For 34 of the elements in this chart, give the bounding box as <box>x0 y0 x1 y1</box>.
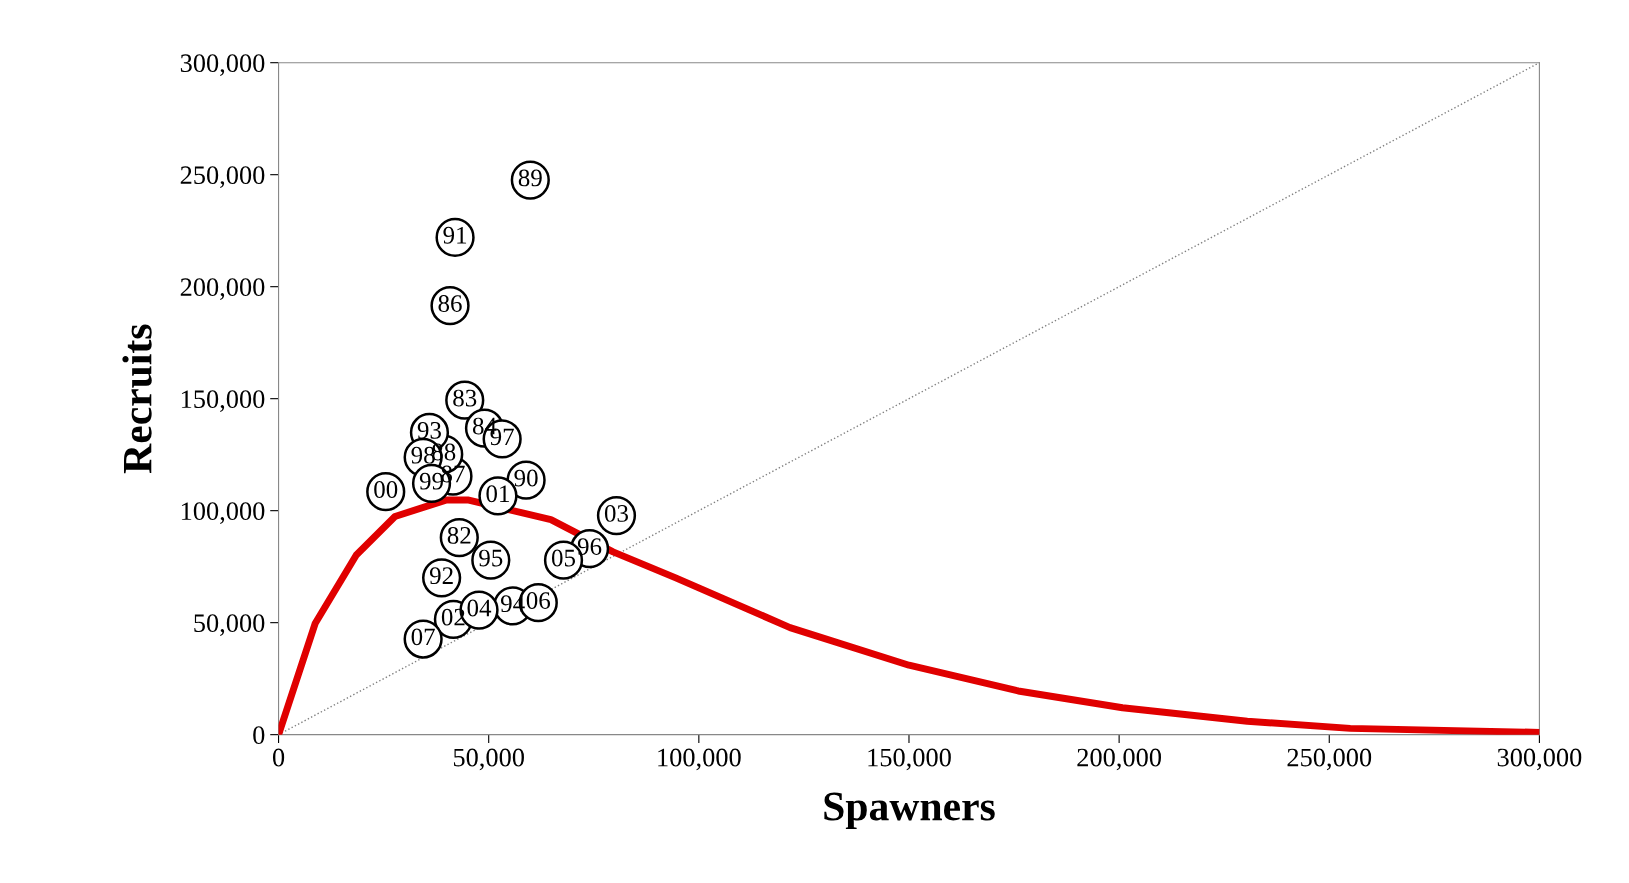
annotation: 96 <box>577 538 602 555</box>
annotation: 07 <box>411 628 435 646</box>
x-tick-label: 150,000 <box>868 748 951 771</box>
y-tick-label: 50,000 <box>194 614 265 636</box>
annotation: 99 <box>419 472 444 490</box>
annotation: 91 <box>443 226 467 244</box>
annotation: 86 <box>438 295 462 312</box>
x-tick-label: 100,000 <box>658 748 741 771</box>
annotation: 01 <box>486 485 509 503</box>
annotation: 93 <box>417 421 441 439</box>
x-tick-label: 50,000 <box>453 748 524 771</box>
y-axis-title: Recruits <box>122 324 152 474</box>
annotation: 90 <box>514 469 538 487</box>
y-tick-label: 150,000 <box>181 390 265 412</box>
annotation: 95 <box>479 549 503 567</box>
annotation: 05 <box>551 549 576 567</box>
annotation: 92 <box>429 567 453 585</box>
annotation: 04 <box>467 599 492 617</box>
annotation: 83 <box>453 389 477 407</box>
annotation: 89 <box>518 169 542 187</box>
annotation: 82 <box>447 526 471 544</box>
y-tick-label: 200,000 <box>180 278 265 300</box>
y-tick-label: 0 <box>253 726 265 745</box>
y-tick-label: 300,000 <box>180 54 265 76</box>
x-tick-label: 250,000 <box>1287 748 1372 771</box>
y-tick-label: 100,000 <box>181 502 265 524</box>
x-tick-label: 0 <box>272 748 285 767</box>
annotation: 03 <box>604 504 628 522</box>
x-tick-label: 300,000 <box>1497 748 1582 771</box>
x-axis-title: Spawners <box>824 792 995 830</box>
annotation: 06 <box>526 592 551 609</box>
y-tick-label: 250,000 <box>180 166 265 188</box>
annotation: 00 <box>374 481 398 498</box>
x-tick-label: 200,000 <box>1077 748 1161 771</box>
